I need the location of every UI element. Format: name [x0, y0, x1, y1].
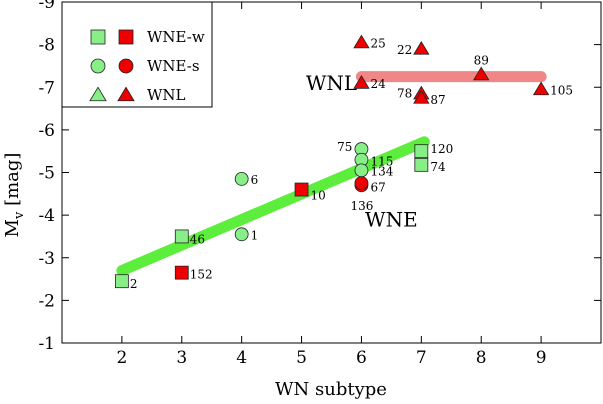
y-tick-label: -2	[38, 291, 55, 311]
point-label: 134	[370, 164, 393, 178]
x-tick-label: 5	[296, 348, 307, 368]
triangle-point	[532, 81, 550, 96]
y-tick-label: -6	[38, 121, 55, 141]
square-point	[114, 274, 129, 289]
point-label: 22	[397, 43, 412, 57]
point-label: 136	[350, 199, 373, 213]
circle-point	[234, 227, 249, 242]
y-axis-label: Mv [mag]	[2, 153, 27, 238]
x-tick-label: 7	[416, 348, 427, 368]
circle-point	[354, 176, 369, 191]
y-tick-label: -8	[38, 36, 55, 56]
square-point	[294, 182, 309, 197]
point-label: 120	[430, 142, 453, 156]
x-tick-label: 3	[176, 348, 187, 368]
triangle-point	[353, 75, 370, 89]
triangle-point	[353, 34, 370, 49]
trend-lines	[116, 71, 547, 277]
point-label: 74	[430, 160, 446, 174]
y-tick-label: -1	[38, 334, 55, 354]
point-label: 2	[130, 277, 138, 291]
region-label-wne: WNE	[365, 207, 418, 231]
legend-marker-triangle-red	[117, 86, 135, 102]
circle-point	[234, 171, 249, 186]
legend-marker-circle-red	[118, 58, 134, 74]
legend-label: WNE-w	[147, 28, 205, 46]
legend-label: WNL	[147, 86, 186, 104]
point-label: 25	[370, 36, 385, 50]
point-label: 78	[397, 87, 412, 101]
legend: WNE-w WNE-s WNL	[61, 1, 213, 108]
y-tick-label: -9	[38, 0, 55, 13]
point-label: 46	[190, 232, 205, 246]
legend-marker-square-red	[118, 29, 134, 45]
legend-label: WNE-s	[147, 57, 200, 75]
x-tick-label: 8	[476, 348, 487, 368]
point-label: 10	[311, 189, 326, 203]
y-axis-label-main: M	[2, 219, 23, 237]
y-tick-label: -4	[38, 206, 55, 226]
x-tick-label: 4	[236, 348, 247, 368]
x-axis-label: WN subtype	[275, 379, 387, 400]
region-labels: WNL WNE	[306, 71, 418, 231]
point-label: 75	[337, 140, 352, 154]
point-label: 24	[370, 77, 386, 91]
square-point	[174, 265, 189, 280]
y-axis-label-sub: v	[12, 211, 27, 220]
point-label: 105	[550, 83, 573, 97]
square-point	[414, 157, 429, 172]
point-label: 152	[190, 268, 213, 282]
square-point	[174, 229, 189, 244]
point-label: 6	[251, 173, 259, 187]
legend-box	[61, 1, 213, 108]
triangle-point	[413, 40, 430, 55]
y-tick-label: -7	[38, 78, 55, 98]
point-label: 1	[251, 228, 259, 242]
y-axis-label-unit: [mag]	[2, 153, 23, 212]
triangle-point	[473, 66, 490, 81]
region-label-wnl: WNL	[306, 71, 357, 95]
point-label: 89	[474, 53, 489, 67]
legend-marker-circle-green	[90, 58, 106, 74]
x-tick-label: 9	[536, 348, 547, 368]
point-label: 67	[370, 180, 385, 194]
y-tick-label: -3	[38, 249, 55, 269]
triangle-point	[413, 89, 430, 104]
legend-marker-triangle-green	[89, 86, 107, 102]
x-tick-label: 6	[356, 348, 367, 368]
y-tick-label: -5	[38, 164, 55, 184]
point-label: 115	[370, 155, 393, 169]
axis-ticks: 2 3 4 5 6 7 8 9-1-2-3-4-5-6-7-8-9	[38, 0, 601, 368]
circle-point	[354, 163, 369, 178]
trend-line-wne	[116, 136, 430, 277]
square-point	[414, 144, 429, 159]
point-label: 87	[430, 93, 445, 107]
x-tick-label: 2	[116, 348, 127, 368]
legend-marker-square-green	[90, 29, 106, 45]
